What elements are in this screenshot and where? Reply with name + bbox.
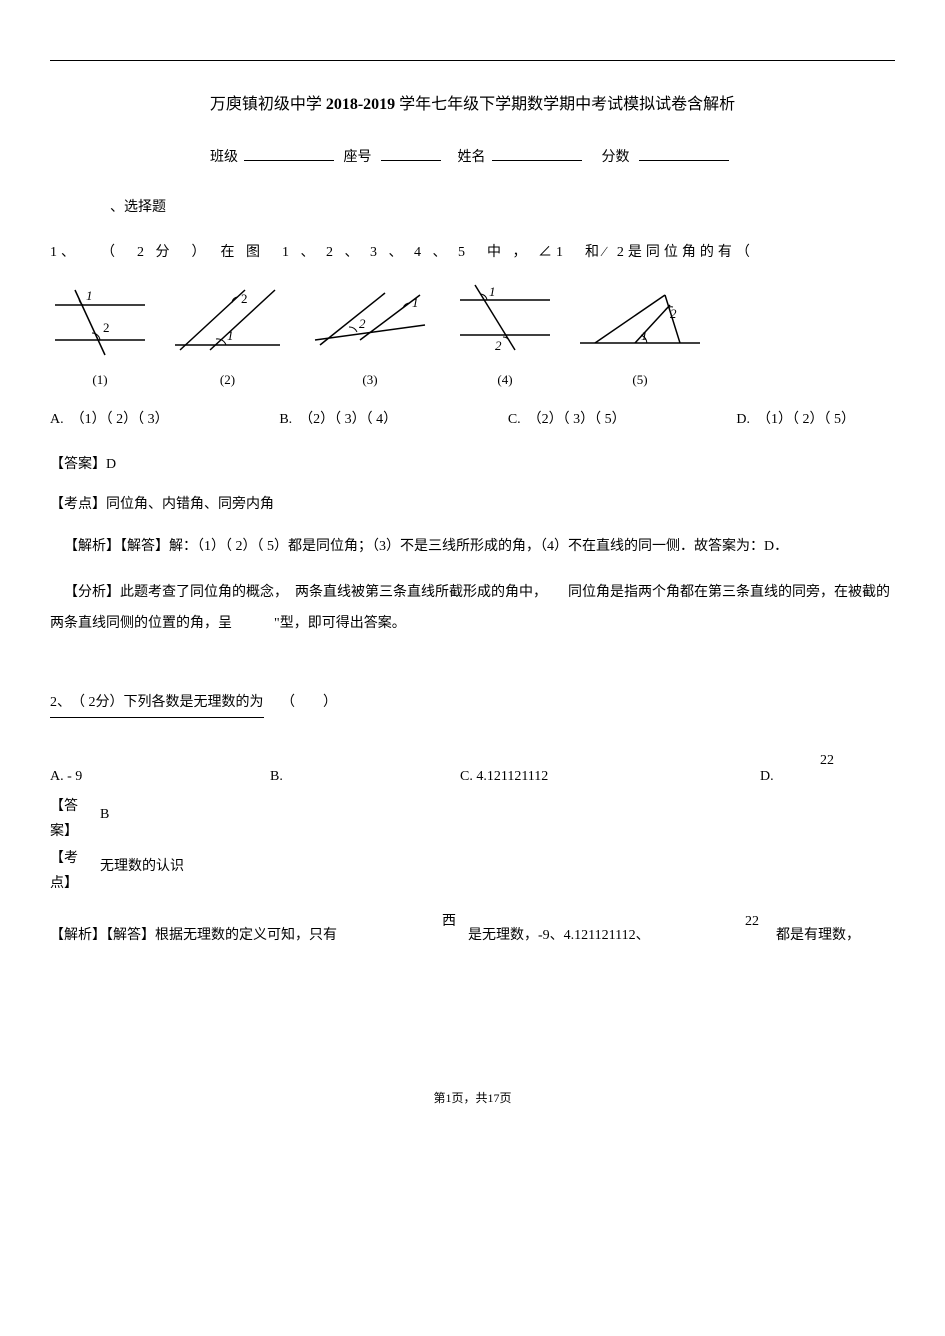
q2-kaodian-value: 无理数的认识 — [100, 846, 184, 879]
q1-fenxi: 【分析】此题考查了同位角的概念， 两条直线被第三条直线所截形成的角中， 同位角是… — [50, 578, 895, 640]
q2-kaodian-row: 【考 点】 无理数的认识 — [50, 846, 895, 896]
svg-text:2: 2 — [241, 291, 248, 306]
fig-2-label: (2) — [220, 368, 235, 391]
class-blank — [244, 147, 334, 161]
name-label: 姓名 — [458, 150, 486, 165]
class-label: 班级 — [210, 150, 238, 165]
q1-option-d: D. （1）（ 2）（ 5） — [736, 407, 855, 432]
q2-option-a: A. - 9 — [50, 764, 82, 789]
q2-option-d: D. — [760, 764, 774, 789]
page-title: 万庾镇初级中学 2018-2019 学年七年级下学期数学期中考试模拟试卷含解析 — [50, 91, 895, 120]
form-line: 班级 座号 姓名 分数 — [50, 145, 895, 170]
figure-1-svg: 1 2 — [50, 285, 150, 360]
fig-3-label: (3) — [362, 368, 377, 391]
q1-kaodian: 【考点】同位角、内错角、同旁内角 — [50, 492, 895, 517]
svg-text:1: 1 — [641, 328, 648, 343]
q1-answer: 【答案】D — [50, 452, 895, 477]
fig-4-label: (4) — [497, 368, 512, 391]
q2-answer-row: 【答 案】 B — [50, 794, 895, 844]
q2-kaodian-label: 【考 点】 — [50, 846, 100, 896]
seat-label: 座号 — [344, 150, 372, 165]
svg-text:2: 2 — [359, 316, 366, 331]
figure-4: 1 2 (4) — [455, 275, 555, 391]
svg-text:1: 1 — [412, 295, 419, 310]
figure-4-svg: 1 2 — [455, 275, 555, 360]
page-footer: 第1页，共17页 — [50, 1088, 895, 1110]
q2-options: A. - 9 B. C. 4.121121112 22 D. — [50, 748, 895, 788]
figure-1: 1 2 (1) — [50, 285, 150, 391]
q2-header-wrap: 2、 （ 2分）下列各数是无理数的为 （ ） — [50, 660, 895, 748]
q2-jiexi-row: 【解析】【解答】根据无理数的定义可知，只有 西 是无理数，-9、4.121121… — [50, 909, 895, 948]
q1-options: A. （1）（ 2）（ 3） B. （2）（ 3）（ 4） C. （2）（ 3）… — [50, 407, 895, 432]
svg-text:1: 1 — [227, 328, 234, 343]
q2-answer-value: B — [100, 794, 109, 827]
svg-text:1: 1 — [86, 288, 93, 303]
q2-option-d-top: 22 — [820, 748, 834, 773]
svg-text:2: 2 — [670, 306, 677, 321]
score-blank — [639, 147, 729, 161]
score-label: 分数 — [602, 150, 630, 165]
svg-text:2: 2 — [495, 338, 502, 353]
title-rest: 学年七年级下学期数学期中考试模拟试卷含解析 — [399, 96, 735, 113]
fig-5-label: (5) — [632, 368, 647, 391]
figure-3: 1 2 (3) — [305, 285, 435, 391]
figure-3-svg: 1 2 — [305, 285, 435, 360]
q1-jiexi: 【解析】【解答】解：（1）（ 2）（ 5）都是同位角；（3）不是三线所形成的角，… — [50, 532, 895, 563]
q2-paren: （ ） — [281, 695, 337, 710]
q1-text: 1、 （ 2 分 ） 在 图 1 、 2 、 3 、 4 、 5 中 ， ∠1 … — [50, 240, 895, 265]
q1-option-a: A. （1）（ 2）（ 3） — [50, 407, 169, 432]
name-blank — [492, 147, 582, 161]
question-1: 1、 （ 2 分 ） 在 图 1 、 2 、 3 、 4 、 5 中 ， ∠1 … — [50, 240, 895, 640]
figure-5: 2 1 (5) — [575, 285, 705, 391]
q1-figures: 1 2 (1) 2 1 (2) — [50, 275, 895, 391]
q2-jiexi-left: 【解析】【解答】根据无理数的定义可知，只有 — [50, 909, 430, 948]
top-rule — [50, 60, 895, 61]
q2-header: 2、 （ 2分）下列各数是无理数的为 — [50, 690, 264, 718]
svg-text:2: 2 — [103, 320, 110, 335]
fig-1-label: (1) — [92, 368, 107, 391]
q1-option-b: B. （2）（ 3）（ 4） — [279, 407, 397, 432]
q2-jiexi-mid: 是无理数，-9、4.121121112、 — [468, 909, 728, 948]
q2-jiexi-mid-top: 西 — [434, 909, 464, 934]
q2-answer-label: 【答 案】 — [50, 794, 100, 844]
q2-option-c: C. 4.121121112 — [460, 764, 548, 789]
question-2: 2、 （ 2分）下列各数是无理数的为 （ ） A. - 9 B. C. 4.12… — [50, 660, 895, 948]
q2-jiexi-right-top: 22 — [732, 909, 772, 934]
figure-5-svg: 2 1 — [575, 285, 705, 360]
q2-option-b: B. — [270, 764, 283, 789]
seat-blank — [381, 147, 441, 161]
section-heading: 、选择题 — [110, 195, 895, 220]
svg-text:1: 1 — [489, 284, 496, 299]
figure-2-svg: 2 1 — [170, 285, 285, 360]
q2-jiexi-right: 都是有理数， — [776, 909, 860, 948]
q1-option-c: C. （2）（ 3）（ 5） — [508, 407, 626, 432]
figure-2: 2 1 (2) — [170, 285, 285, 391]
title-year: 2018-2019 — [326, 96, 395, 113]
title-school: 万庾镇初级中学 — [210, 96, 322, 113]
